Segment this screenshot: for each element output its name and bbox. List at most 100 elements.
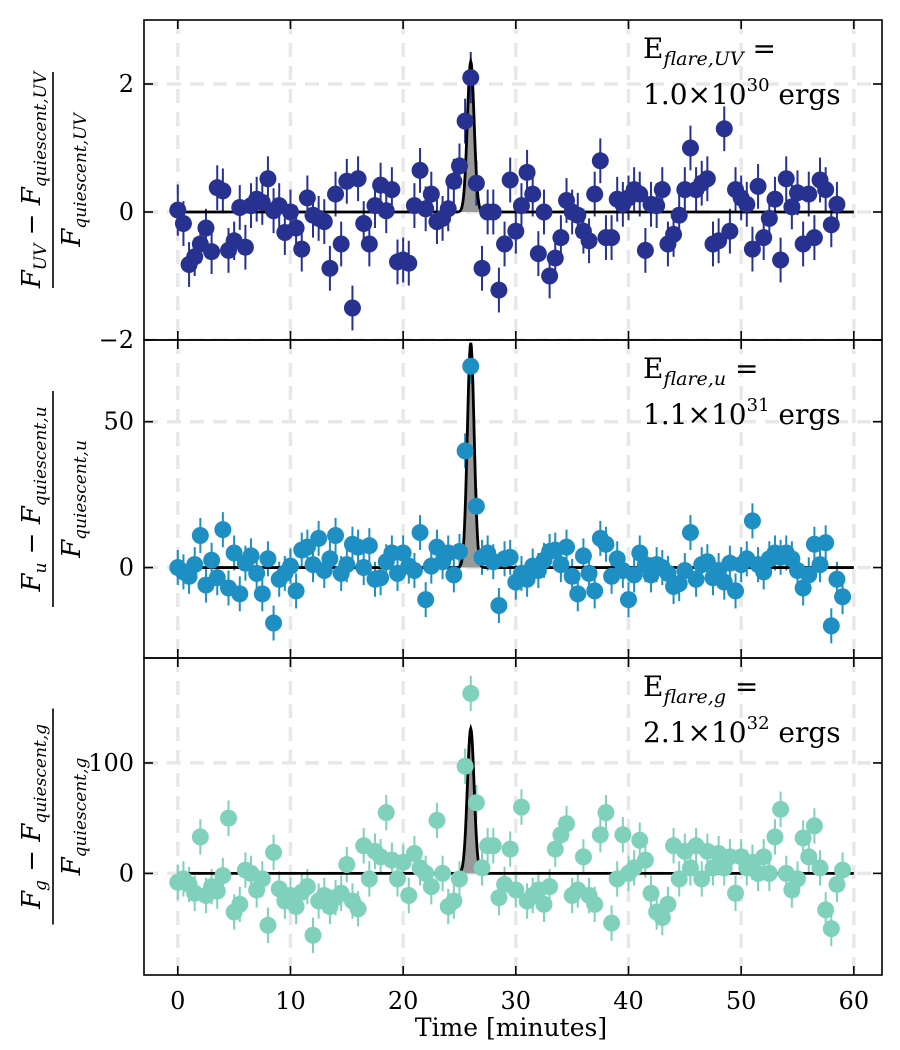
y-label-flux-sub: g [31,880,51,891]
data-point [772,800,790,818]
energy-equals: = [726,352,758,385]
data-point [535,895,553,913]
data-point [197,219,215,237]
data-point [445,172,463,190]
energy-annotation-line2: 2.1×1032 ergs [643,713,841,749]
data-point [501,548,519,566]
data-point [727,582,745,600]
data-point [484,203,502,221]
data-point [501,840,519,858]
model-fill-area [457,61,485,212]
data-point [743,512,761,530]
data-point [360,537,378,555]
data-point [405,561,423,579]
data-point [501,171,519,189]
x-tick-label: 20 [388,987,419,1015]
y-label-flux-sub: UV [31,242,51,270]
data-point [625,566,643,584]
data-point [760,209,778,227]
data-point [817,901,835,919]
data-point [586,895,604,913]
data-point [670,575,688,593]
data-point [828,875,846,893]
y-label-numerator: FUV − Fquiescent,UV [17,70,51,289]
data-point [422,878,440,896]
y-label-quiescent: F [17,823,47,843]
data-point [834,588,852,606]
data-point [186,556,204,574]
data-point [338,856,356,874]
data-point [355,559,373,577]
energy-subscript: flare,UV [661,48,745,70]
data-point [265,614,283,632]
data-point [203,243,221,261]
data-point [828,195,846,213]
plot-area [144,340,882,658]
data-point [327,526,345,544]
data-point [287,582,305,600]
data-point [738,195,756,213]
data-point [552,556,570,574]
data-point [214,182,232,200]
data-point [828,570,846,588]
data-point [349,900,367,918]
data-point [721,222,739,240]
data-point [462,684,480,702]
data-point [490,596,508,614]
data-point [659,895,677,913]
data-point [417,864,435,882]
data-point [653,181,671,199]
data-point [248,564,266,582]
data-point [225,544,243,562]
energy-annotation-line2: 1.1×1031 ergs [643,395,841,431]
data-point [191,526,209,544]
energy-unit: ergs [770,716,841,749]
data-point [524,185,542,203]
data-point [456,757,474,775]
data-point [169,201,187,219]
data-point [467,794,485,812]
x-tick-label: 10 [275,987,306,1015]
energy-mantissa: 2.1×10 [643,716,747,749]
data-point [783,198,801,216]
data-point [281,557,299,575]
data-point [298,189,316,207]
data-point [636,241,654,259]
data-point [800,566,818,584]
data-point [445,566,463,584]
y-label-quiescent-sub: quiescent,g [31,724,51,824]
data-point [394,544,412,562]
y-label-den-flux: F [57,856,87,876]
data-point [558,538,576,556]
data-point [208,882,226,900]
data-point [450,543,468,561]
data-point [400,254,418,272]
data-point [591,152,609,170]
data-point [203,551,221,569]
data-point [766,190,784,208]
plot-area [144,658,882,975]
data-point [422,185,440,203]
energy-symbol: E [643,32,663,65]
data-point [580,232,598,250]
data-point [512,798,530,816]
data-point [817,181,835,199]
data-point [287,219,305,237]
data-point [445,892,463,910]
x-tick-label: 30 [501,987,532,1015]
data-point [259,170,277,188]
data-point [377,804,395,822]
data-point [586,185,604,203]
data-point [687,570,705,588]
data-point [349,170,367,188]
data-point [653,909,671,927]
data-point [817,534,835,552]
y-label-numerator: Fg − Fquiescent,g [17,724,51,910]
y-label-minus: − [17,842,47,880]
energy-annotation-line1: Eflare,u = [643,352,758,390]
y-label-flux: F [17,890,47,910]
data-point [439,200,457,218]
data-point [383,181,401,199]
